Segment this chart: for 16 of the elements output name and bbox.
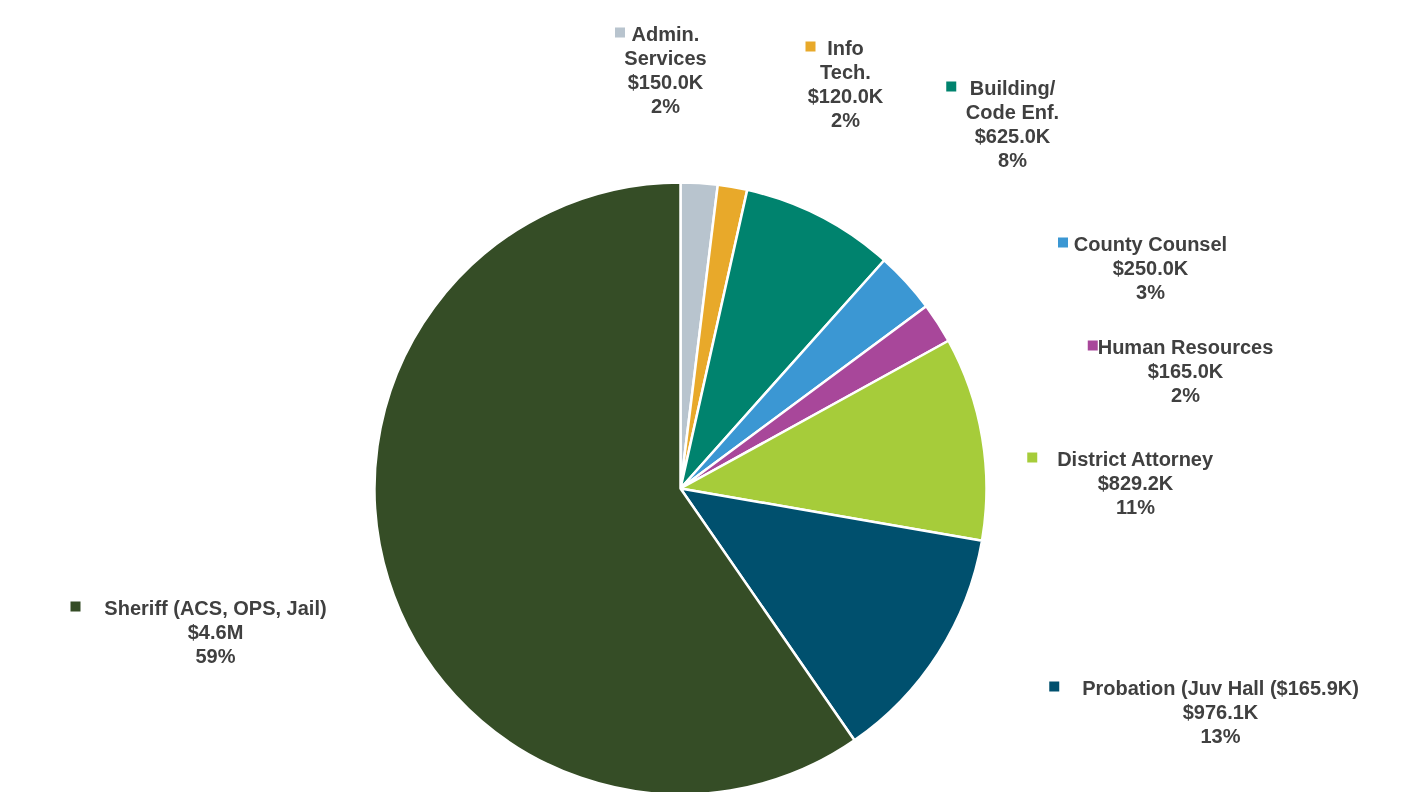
- legend-label: County Counsel: [1073, 232, 1228, 255]
- legend-label: Building/ Code Enf.: [965, 76, 1060, 123]
- data-label: $120.0K 2%: [807, 84, 884, 131]
- legend-label: Info Tech.: [820, 36, 871, 83]
- data-label: $250.0K 3%: [1112, 256, 1189, 303]
- legend-label: District Attorney: [1057, 447, 1214, 470]
- data-label: $976.1K 13%: [1182, 700, 1259, 747]
- data-label: $829.2K 11%: [1097, 471, 1174, 518]
- data-label: $625.0K 8%: [974, 124, 1051, 171]
- data-label: $150.0K 2%: [627, 70, 704, 117]
- legend-label: Admin. Services: [624, 22, 707, 69]
- data-label: $165.0K 2%: [1147, 359, 1224, 406]
- legend-label: Sheriff (ACS, OPS, Jail): [104, 596, 327, 619]
- data-label: $4.6M 59%: [187, 620, 244, 667]
- legend-label: Human Resources: [1097, 335, 1274, 358]
- legend-label: Probation (Juv Hall ($165.9K): [1082, 676, 1359, 699]
